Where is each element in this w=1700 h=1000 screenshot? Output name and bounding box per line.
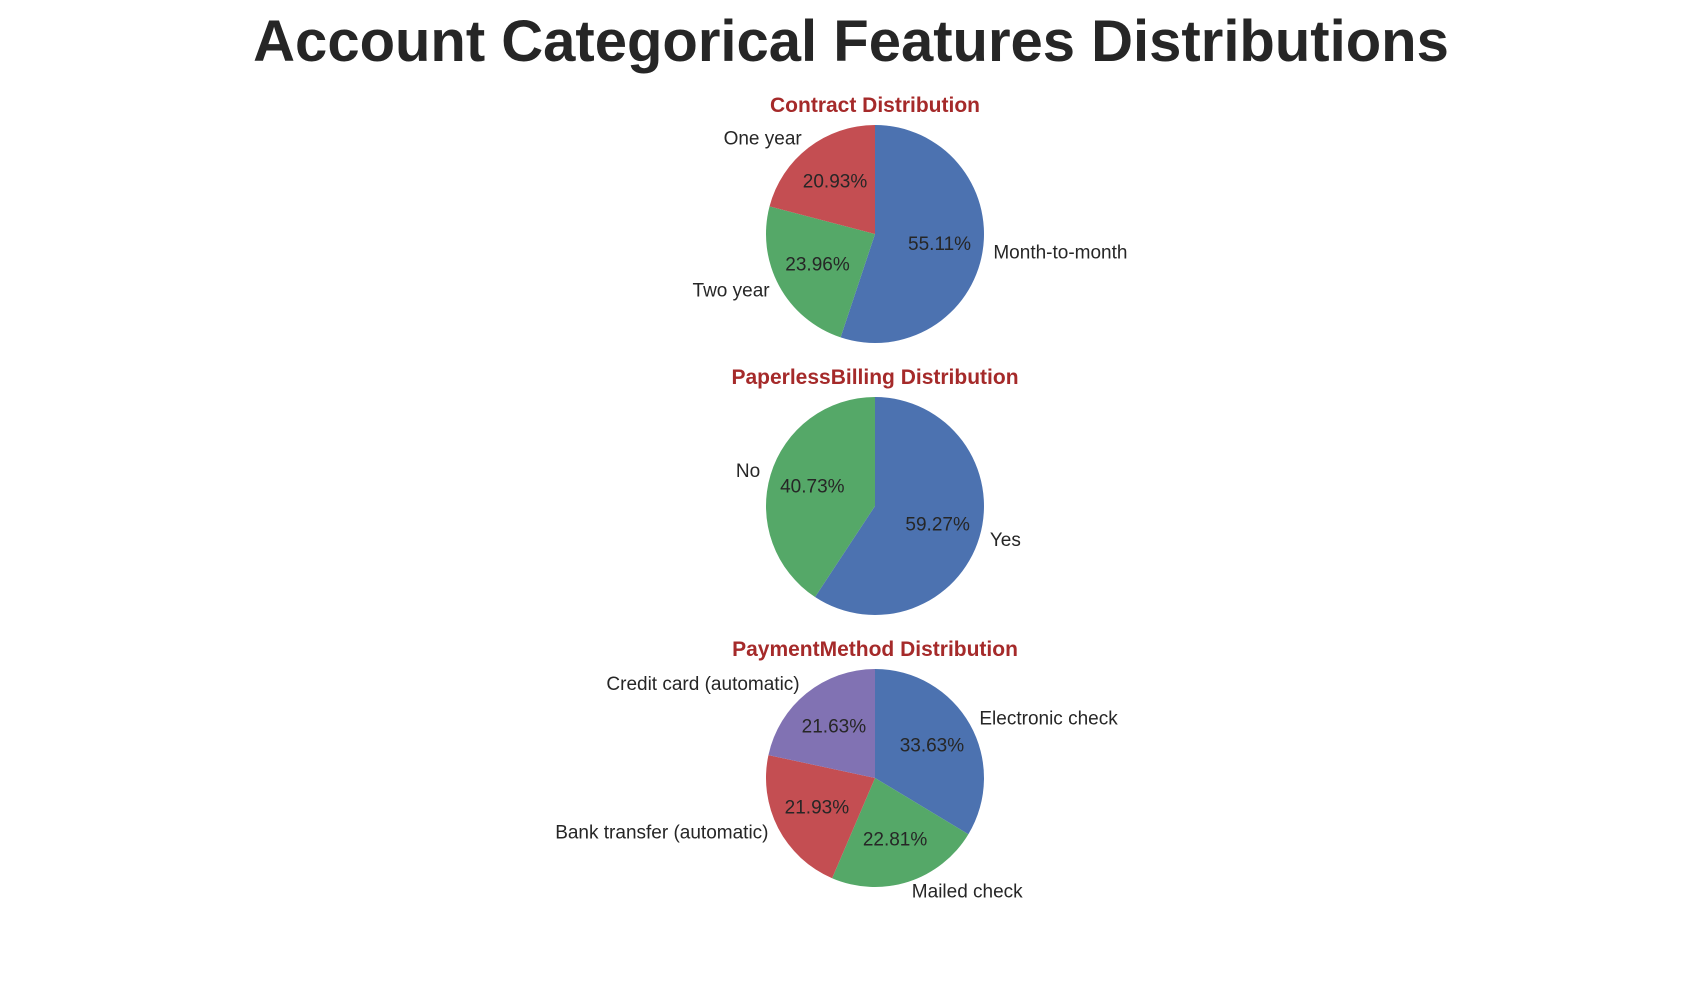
slice-label: Bank transfer (automatic) bbox=[555, 823, 768, 844]
slice-label: Yes bbox=[990, 530, 1021, 551]
slice-label: One year bbox=[724, 129, 803, 150]
pct-label: 55.11% bbox=[908, 234, 971, 255]
pct-label: 33.63% bbox=[900, 735, 965, 756]
pct-label: 22.81% bbox=[863, 830, 928, 851]
pie-slice-electronic-check bbox=[875, 669, 984, 835]
pie-slice-two-year bbox=[765, 206, 875, 338]
slice-label: No bbox=[736, 461, 760, 482]
slice-label: Mailed check bbox=[912, 882, 1023, 903]
slice-label: Credit card (automatic) bbox=[606, 674, 799, 695]
pie-contract-distribution: Contract Distribution 55.11% Month-to-mont… bbox=[693, 94, 1127, 344]
pie-slice-mailed-check bbox=[832, 778, 969, 887]
pie-slice-one-year bbox=[769, 125, 875, 234]
pct-label: 21.63% bbox=[802, 717, 867, 738]
pie-title: Contract Distribution bbox=[770, 94, 980, 117]
pct-label: 20.93% bbox=[803, 172, 868, 193]
pct-label: 59.27% bbox=[905, 514, 970, 535]
pct-label: 23.96% bbox=[785, 255, 850, 276]
slice-label: Month-to-month bbox=[993, 243, 1127, 264]
pie-paymentmethod-distribution: PaymentMethod Distribution 33.63% Electron… bbox=[555, 638, 1118, 903]
pie-slice-yes bbox=[815, 397, 984, 615]
pct-label: 21.93% bbox=[785, 798, 850, 819]
pct-label: 40.73% bbox=[780, 477, 845, 498]
slice-label: Two year bbox=[693, 281, 771, 302]
pie-paperlessbilling-distribution: PaperlessBilling Distribution 59.27% Yes 40… bbox=[731, 366, 1021, 615]
pie-slice-no bbox=[765, 397, 875, 598]
pie-slice-bank-transfer-automatic bbox=[765, 755, 875, 879]
slice-label: Electronic check bbox=[979, 709, 1118, 730]
pie-charts: Contract Distribution 55.11% Month-to-mont… bbox=[555, 94, 1127, 903]
pie-title: PaymentMethod Distribution bbox=[732, 638, 1018, 661]
pie-slice-month-to-month bbox=[840, 125, 984, 344]
figure-title: Account Categorical Features Distributio… bbox=[253, 9, 1449, 74]
pie-title: PaperlessBilling Distribution bbox=[731, 366, 1018, 389]
pie-slice-credit-card-automatic bbox=[768, 668, 875, 778]
